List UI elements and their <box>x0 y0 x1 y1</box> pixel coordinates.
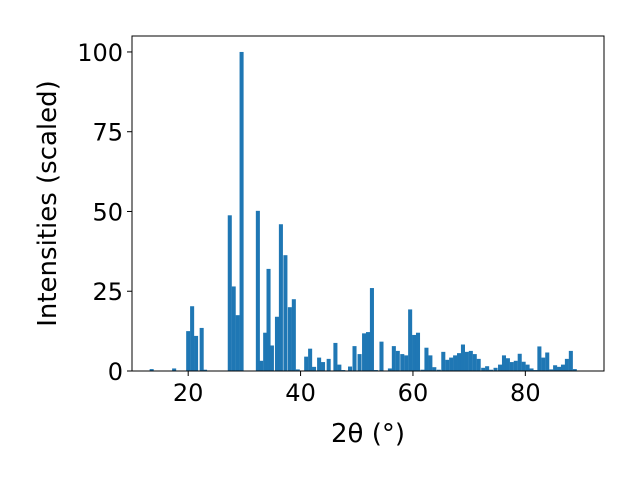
bar <box>308 348 313 371</box>
y-axis-ticks: 0 25 50 75 100 <box>77 39 132 386</box>
bar <box>436 369 441 371</box>
bar <box>235 315 240 371</box>
bar <box>509 362 514 371</box>
x-tick-label: 20 <box>173 379 204 407</box>
bar <box>513 360 518 371</box>
bar <box>541 357 546 371</box>
bar <box>326 358 331 371</box>
bar <box>391 346 396 371</box>
bar <box>263 332 268 371</box>
y-tick-label: 75 <box>92 119 123 147</box>
bar <box>460 344 465 371</box>
bar <box>404 355 409 371</box>
bar <box>489 369 494 371</box>
y-tick-label: 100 <box>77 39 123 67</box>
plot-frame <box>131 35 605 372</box>
bar <box>203 369 208 371</box>
bar <box>428 355 433 371</box>
bar <box>194 335 199 371</box>
bar <box>457 353 462 371</box>
bar <box>432 367 437 371</box>
bar <box>498 364 503 371</box>
bar <box>149 369 154 371</box>
bar <box>395 350 400 371</box>
bar <box>357 354 362 371</box>
bar <box>333 342 338 371</box>
bar <box>468 350 473 371</box>
bar <box>231 286 236 371</box>
x-tick-label: 80 <box>510 379 541 407</box>
bar <box>274 316 279 371</box>
bar <box>199 327 204 371</box>
bar <box>295 369 300 371</box>
bar <box>485 366 490 371</box>
bar <box>287 307 292 371</box>
x-tick-label: 60 <box>398 379 429 407</box>
y-tick-label: 25 <box>92 278 123 306</box>
bar <box>278 224 283 371</box>
bar <box>472 354 477 371</box>
bar <box>266 268 271 371</box>
x-tick-label: 40 <box>285 379 316 407</box>
bar <box>453 355 458 371</box>
bar <box>365 332 371 371</box>
bar <box>545 352 550 371</box>
bar <box>190 306 195 371</box>
bar <box>529 368 534 371</box>
bar <box>424 347 429 371</box>
bar <box>517 353 522 371</box>
bar <box>420 369 425 371</box>
bar <box>269 345 274 371</box>
bar <box>564 358 569 371</box>
bar <box>449 357 454 371</box>
bar <box>445 359 450 371</box>
bar <box>186 331 191 371</box>
y-axis-label: Intensities (scaled) <box>33 80 63 327</box>
bar <box>560 364 566 371</box>
bar <box>441 351 446 371</box>
bar <box>537 346 542 371</box>
bar <box>362 333 367 371</box>
bar <box>568 350 573 371</box>
bar <box>476 358 481 371</box>
bar <box>259 360 264 371</box>
bar <box>501 355 507 371</box>
bar <box>227 215 232 371</box>
bar <box>369 288 374 371</box>
bar <box>352 346 357 371</box>
bar <box>557 366 562 371</box>
bar <box>387 368 392 371</box>
bar <box>304 356 309 371</box>
bar <box>412 334 417 371</box>
bar <box>172 368 177 371</box>
bar <box>493 367 498 371</box>
bar <box>321 362 326 371</box>
bar <box>312 366 317 371</box>
y-tick-label: 50 <box>92 198 123 226</box>
x-axis-ticks: 20 40 60 80 <box>173 371 541 407</box>
bar <box>553 365 558 371</box>
bar <box>464 351 469 371</box>
bar <box>283 255 288 371</box>
bar <box>521 361 526 371</box>
bar <box>337 364 342 371</box>
bar <box>379 341 384 371</box>
bar <box>505 358 510 371</box>
bar <box>408 309 413 371</box>
bar <box>317 357 322 371</box>
bar <box>415 332 421 371</box>
bar <box>549 369 554 371</box>
y-tick-label: 0 <box>108 358 123 386</box>
x-axis-label: 2θ (°) <box>331 419 405 449</box>
bar <box>572 369 577 371</box>
bar <box>525 364 530 371</box>
bar <box>400 354 405 371</box>
bars-group <box>149 51 577 371</box>
bar <box>255 210 260 371</box>
bar <box>481 367 486 371</box>
bar <box>291 299 296 371</box>
bar <box>348 366 353 371</box>
bar <box>239 51 244 371</box>
